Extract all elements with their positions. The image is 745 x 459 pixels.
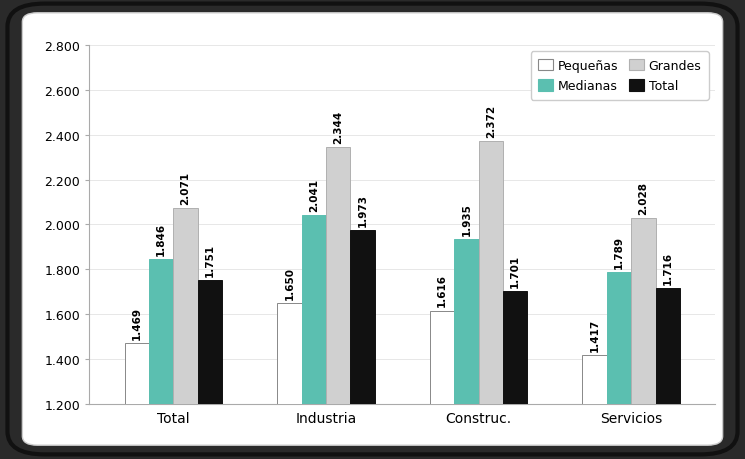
Text: 1.973: 1.973 bbox=[358, 194, 367, 227]
Text: 2.071: 2.071 bbox=[180, 172, 191, 205]
Text: 1.751: 1.751 bbox=[205, 244, 215, 277]
Text: 2.041: 2.041 bbox=[308, 179, 319, 212]
Bar bbox=[350, 231, 375, 404]
Text: 2.028: 2.028 bbox=[638, 182, 648, 215]
Bar bbox=[656, 288, 680, 404]
Text: 1.701: 1.701 bbox=[510, 255, 520, 288]
Bar bbox=[430, 311, 454, 404]
Text: 1.789: 1.789 bbox=[614, 235, 624, 268]
Text: 1.469: 1.469 bbox=[132, 307, 142, 340]
Bar bbox=[197, 280, 222, 404]
Bar bbox=[174, 209, 197, 404]
Bar bbox=[478, 142, 503, 404]
Text: 1.716: 1.716 bbox=[663, 252, 673, 285]
Text: 1.417: 1.417 bbox=[589, 318, 600, 351]
Text: 1.846: 1.846 bbox=[156, 222, 166, 255]
Text: 1.616: 1.616 bbox=[437, 274, 447, 307]
Bar bbox=[149, 259, 174, 404]
Bar bbox=[277, 303, 302, 404]
Legend: Pequeñas, Medianas, Grandes, Total: Pequeñas, Medianas, Grandes, Total bbox=[530, 52, 709, 101]
Bar bbox=[454, 240, 478, 404]
Bar bbox=[607, 272, 631, 404]
Bar bbox=[583, 355, 607, 404]
Bar bbox=[631, 218, 656, 404]
Text: 2.344: 2.344 bbox=[333, 111, 343, 144]
Text: 1.935: 1.935 bbox=[461, 202, 472, 235]
Text: 1.650: 1.650 bbox=[285, 266, 294, 299]
Bar bbox=[326, 148, 350, 404]
Bar bbox=[124, 344, 149, 404]
Bar bbox=[302, 216, 326, 404]
Text: 2.372: 2.372 bbox=[486, 105, 496, 138]
Bar bbox=[503, 292, 527, 404]
